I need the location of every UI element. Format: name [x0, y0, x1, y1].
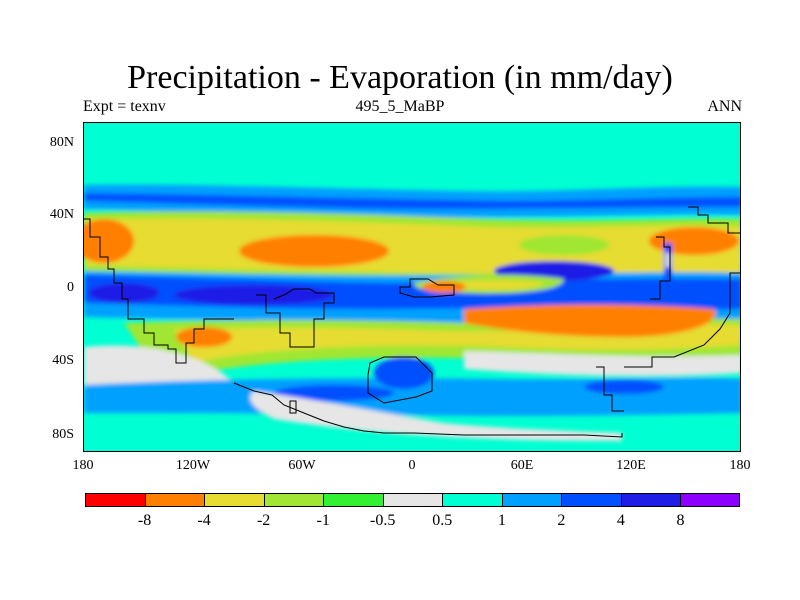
- colorbar-swatch: [680, 493, 741, 507]
- colorbar-label: -4: [197, 512, 211, 529]
- colorbar-label: -2: [256, 512, 271, 529]
- lat-label-80n: 80N: [49, 135, 74, 150]
- lat-label-0: 0: [67, 280, 74, 295]
- lon-label-0: 0: [408, 458, 416, 473]
- experiment-label: Expt = texnv: [83, 98, 166, 115]
- colorbar-label: -1: [316, 512, 330, 529]
- colorbar-label: 4: [616, 512, 625, 529]
- lon-label-180w: 180: [72, 458, 94, 473]
- lon-label-60e: 60E: [510, 458, 534, 473]
- colorbar-swatch: [144, 493, 205, 507]
- season-label: ANN: [707, 98, 742, 115]
- pe-map: [83, 122, 741, 452]
- colorbar-label: -8: [137, 512, 152, 529]
- lon-label-180e: 180: [729, 458, 751, 473]
- colorbar-swatch: [85, 493, 146, 507]
- colorbar-swatch: [382, 493, 443, 507]
- colorbar-swatch: [561, 493, 622, 507]
- lat-label-40s: 40S: [52, 353, 74, 368]
- lat-label-40n: 40N: [49, 207, 74, 222]
- lon-label-120w: 120W: [175, 458, 211, 473]
- pe-contour-field: [84, 123, 740, 451]
- run-label: 495_5_MaBP: [355, 98, 445, 115]
- colorbar: [85, 493, 741, 507]
- colorbar-label: -0.5: [370, 512, 396, 529]
- colorbar-label: 0.5: [432, 512, 453, 529]
- lon-label-120e: 120E: [616, 458, 646, 473]
- map-title: Precipitation - Evaporation (in mm/day): [127, 59, 673, 96]
- colorbar-swatch: [323, 493, 384, 507]
- colorbar-swatch: [620, 493, 681, 507]
- colorbar-swatch: [501, 493, 562, 507]
- coastlines: [84, 206, 740, 438]
- colorbar-swatch: [442, 493, 503, 507]
- lon-label-60w: 60W: [288, 458, 316, 473]
- lat-label-80s: 80S: [52, 427, 74, 442]
- colorbar-swatch: [204, 493, 265, 507]
- colorbar-swatch: [263, 493, 324, 507]
- colorbar-label: 2: [557, 512, 566, 529]
- colorbar-label: 8: [676, 512, 685, 529]
- colorbar-label: 1: [497, 512, 506, 529]
